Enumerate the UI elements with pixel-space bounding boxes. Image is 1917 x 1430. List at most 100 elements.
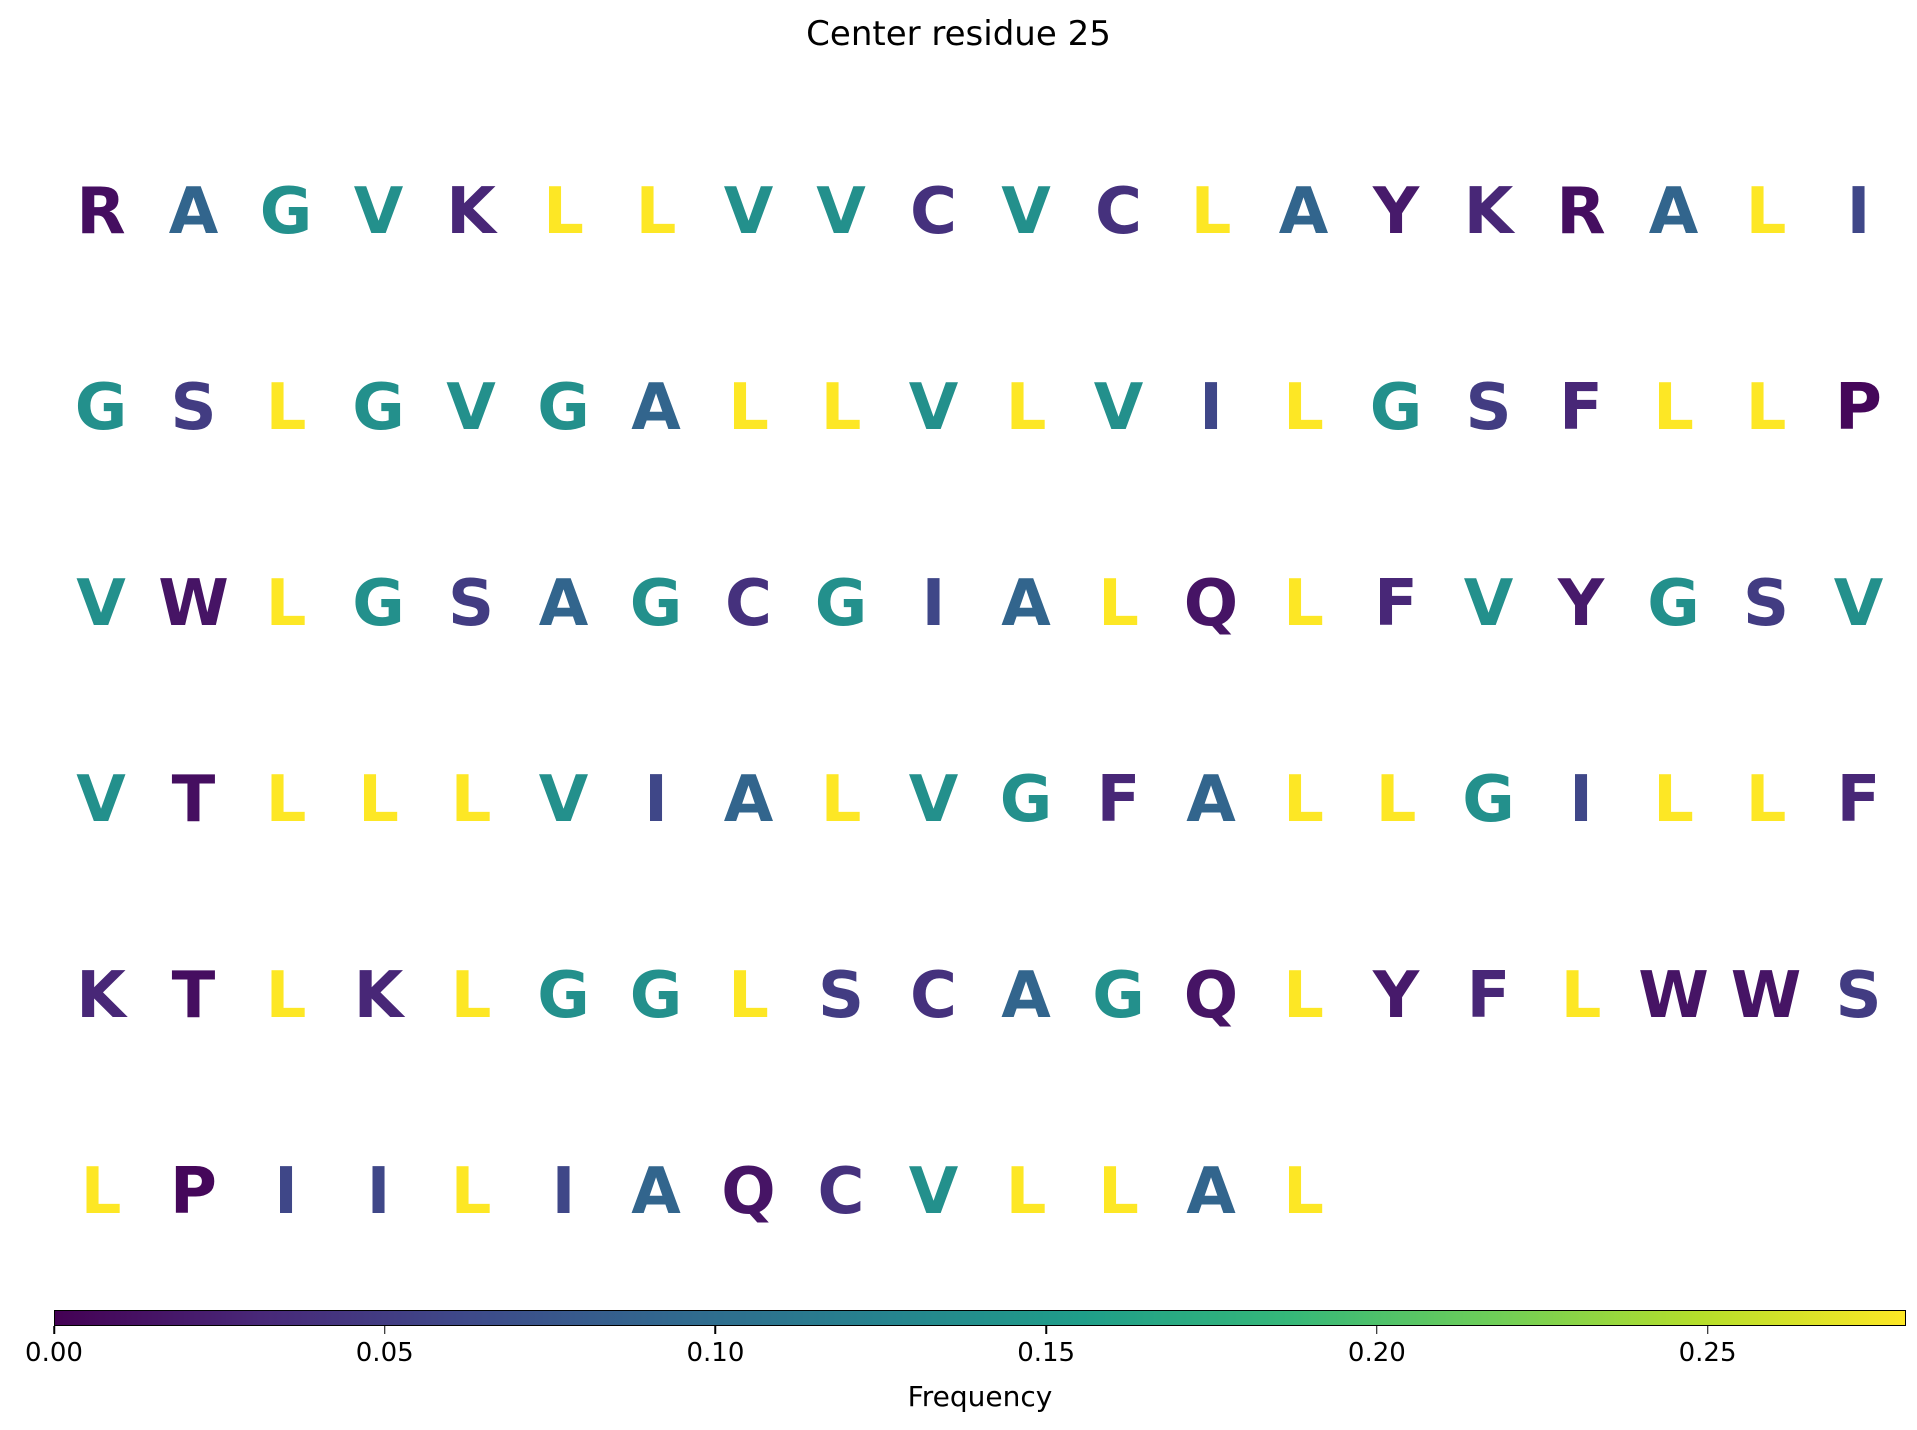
residue-letter: I: [366, 1155, 391, 1229]
residue-letter: L: [635, 175, 677, 249]
residue-letter: S: [817, 959, 865, 1033]
residue-letter: I: [921, 567, 946, 641]
residue-letter: K: [1463, 175, 1514, 249]
residue-letter: L: [1375, 763, 1417, 837]
residue-letter: L: [265, 763, 307, 837]
residue-letter: L: [450, 1155, 492, 1229]
residue-letter: G: [352, 567, 405, 641]
residue-letter: L: [450, 763, 492, 837]
residue-letter: G: [1462, 763, 1515, 837]
residue-letter: I: [1846, 175, 1871, 249]
residue-letter: L: [728, 959, 769, 1033]
residue-letter: K: [446, 175, 496, 249]
residue-letter: S: [1835, 959, 1882, 1033]
residue-letter: C: [725, 567, 772, 641]
residue-letter: V: [816, 175, 866, 249]
residue-letter: I: [1199, 371, 1223, 445]
residue-letter: L: [1283, 763, 1324, 837]
residue-letter: F: [1466, 959, 1511, 1033]
residue-letter: R: [1556, 175, 1606, 249]
residue-letter: G: [259, 175, 313, 249]
residue-letter: I: [1569, 763, 1593, 837]
residue-letter: Q: [1183, 959, 1239, 1033]
residue-letter: F: [1096, 763, 1141, 837]
colorbar-tick-label: 0.20: [1347, 1338, 1406, 1368]
colorbar-tick: [53, 1326, 55, 1334]
residue-letter: L: [1190, 175, 1232, 249]
residue-letter: L: [543, 175, 584, 249]
residue-letter: L: [1098, 567, 1139, 641]
residue-letter: I: [551, 1155, 576, 1229]
residue-letter: W: [158, 567, 229, 641]
colorbar-tick: [714, 1326, 717, 1334]
residue-letter: T: [171, 959, 216, 1033]
residue-letter: V: [446, 371, 496, 445]
colorbar-tick-label: 0.05: [355, 1338, 414, 1368]
residue-letter: K: [76, 959, 126, 1033]
residue-letter: L: [1098, 1155, 1139, 1229]
residue-letter: C: [910, 959, 957, 1033]
residue-letter: I: [274, 1155, 298, 1229]
residue-letter: G: [1369, 371, 1423, 445]
residue-letter: L: [1283, 959, 1324, 1033]
residue-letter: C: [910, 175, 957, 249]
residue-letter: L: [1005, 1155, 1047, 1229]
residue-letter: A: [1001, 959, 1051, 1033]
residue-letter: W: [1730, 959, 1802, 1033]
residue-letter: A: [1648, 175, 1699, 249]
residue-letter: V: [538, 763, 589, 837]
residue-letter: L: [1283, 371, 1324, 445]
residue-letter: A: [1186, 763, 1236, 837]
colorbar-tick: [1376, 1326, 1378, 1334]
residue-letter: V: [908, 1155, 959, 1229]
residue-letter: L: [1653, 763, 1694, 837]
colorbar: [54, 1310, 1906, 1326]
residue-letter: V: [353, 175, 404, 249]
residue-letter: G: [1647, 567, 1700, 641]
residue-letter: R: [76, 175, 126, 249]
residue-letter: S: [1465, 371, 1512, 445]
residue-letter: V: [1833, 567, 1884, 641]
residue-letter: G: [1092, 959, 1145, 1033]
residue-letter: S: [170, 371, 217, 445]
colorbar-tick-label: 0.25: [1678, 1338, 1737, 1368]
residue-letter: S: [447, 567, 495, 641]
residue-letter: T: [171, 763, 216, 837]
residue-letter: L: [80, 1155, 122, 1229]
colorbar-tick: [1706, 1326, 1709, 1334]
residue-letter: A: [631, 1155, 681, 1229]
residue-letter: Q: [1183, 567, 1239, 641]
residue-letter: Y: [1372, 175, 1420, 249]
residue-letter: I: [644, 763, 668, 837]
residue-letter: F: [1836, 763, 1881, 837]
chart-title: Center residue 25: [806, 14, 1111, 54]
residue-letter: L: [1283, 1155, 1324, 1229]
residue-letter: L: [820, 371, 862, 445]
residue-letter: V: [908, 763, 959, 837]
residue-letter: L: [265, 371, 307, 445]
residue-letter: V: [1093, 371, 1144, 445]
residue-letter: F: [1559, 371, 1603, 445]
residue-letter: K: [353, 959, 404, 1033]
residue-letter: L: [1745, 175, 1787, 249]
residue-letter: S: [1742, 567, 1790, 641]
residue-letter: A: [1278, 175, 1329, 249]
residue-letter: V: [76, 567, 126, 641]
residue-letter: A: [168, 175, 219, 249]
colorbar-label: Frequency: [907, 1380, 1053, 1413]
residue-letter: P: [170, 1155, 217, 1229]
residue-letter: P: [1835, 371, 1882, 445]
residue-letter: G: [74, 371, 128, 445]
residue-letter: A: [1001, 567, 1051, 641]
residue-letter: L: [265, 567, 307, 641]
residue-letter: C: [817, 1155, 865, 1229]
residue-letter: A: [631, 371, 681, 445]
residue-letter: A: [1186, 1155, 1236, 1229]
residue-letter: G: [537, 371, 590, 445]
colorbar-tick-label: 0.15: [1017, 1338, 1076, 1368]
colorbar-tick: [383, 1326, 386, 1334]
residue-letter: L: [1560, 959, 1602, 1033]
residue-letter: W: [1638, 959, 1709, 1033]
residue-letter: A: [723, 763, 774, 837]
residue-letter: L: [728, 371, 769, 445]
